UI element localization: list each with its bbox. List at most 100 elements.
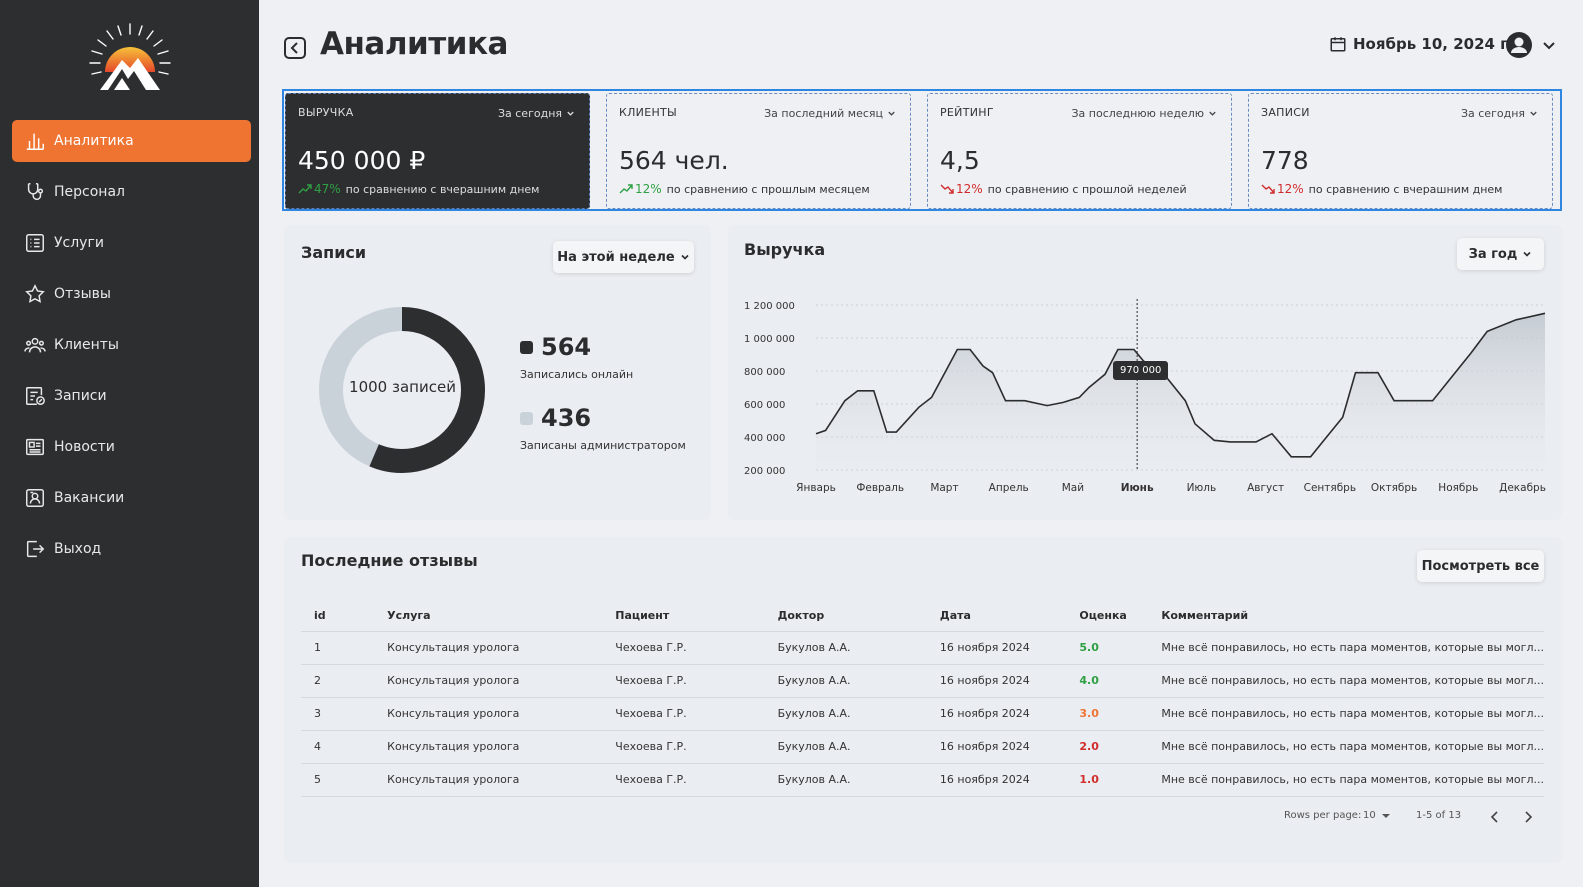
column-header-rating[interactable]: Оценка <box>1079 600 1162 632</box>
bookings-period-dropdown[interactable]: На этой неделе <box>553 241 694 273</box>
cell-service: Консультация уролога <box>387 697 616 731</box>
sidebar: Аналитика Персонал Услуги Отзывы Клиенты… <box>0 0 259 887</box>
stat-card-clients[interactable]: КЛИЕНТЫ За последний месяц 564 чел. 12% п… <box>606 93 911 209</box>
star-icon <box>25 284 45 303</box>
stats-row: ВЫРУЧКА За сегодня 450 000 ₽ 47% по сравн… <box>282 89 1562 211</box>
column-header-patient[interactable]: Пациент <box>615 600 778 632</box>
stat-compare: по сравнению с вчерашним днем <box>345 182 540 196</box>
cell-id: 5 <box>301 763 388 797</box>
stat-period-dropdown[interactable]: За последнюю неделю <box>1072 107 1218 120</box>
chevron-down-icon <box>681 254 689 260</box>
sidebar-item-reviews[interactable]: Отзывы <box>12 273 251 315</box>
sidebar-item-label: Услуги <box>54 235 104 251</box>
sidebar-item-news[interactable]: Новости <box>12 426 251 468</box>
x-tick-label: Август <box>1247 482 1284 494</box>
legend-admin: 436 <box>520 404 591 432</box>
x-tick-label: Апрель <box>989 482 1029 494</box>
sidebar-item-label: Отзывы <box>54 286 111 302</box>
column-header-date[interactable]: Дата <box>939 600 1080 632</box>
table-row[interactable]: 5 Консультация уролога Чехоева Г.Р. Буку… <box>301 763 1544 797</box>
rows-per-page-value: 10 <box>1363 810 1376 821</box>
cell-date: 16 ноября 2024 <box>939 697 1080 731</box>
cell-id: 4 <box>301 730 388 764</box>
sidebar-item-staff[interactable]: Персонал <box>12 171 251 213</box>
cell-doctor: Букулов А.А. <box>777 763 940 797</box>
x-tick-label: Декабрь <box>1499 482 1546 494</box>
cell-service: Консультация уролога <box>387 763 616 797</box>
cell-doctor: Букулов А.А. <box>777 730 940 764</box>
reviews-table: id Услуга Пациент Доктор Дата Оценка Ком… <box>301 600 1544 797</box>
revenue-period-dropdown[interactable]: За год <box>1457 238 1544 270</box>
prev-page-icon[interactable] <box>1488 810 1502 824</box>
bookings-donut-chart <box>319 307 485 473</box>
column-header-service[interactable]: Услуга <box>387 600 616 632</box>
stat-period-label: За сегодня <box>497 107 562 120</box>
y-tick-label: 400 000 <box>744 433 785 444</box>
stat-card-bookings[interactable]: ЗАПИСИ За сегодня 778 12% по сравнению с … <box>1248 93 1553 209</box>
mountain-sun-logo <box>89 23 171 90</box>
calendar-edit-icon <box>26 387 45 405</box>
stat-label: ВЫРУЧКА <box>298 106 354 119</box>
trend-up-icon <box>619 184 633 194</box>
stat-pct: 12% <box>1277 182 1304 196</box>
stat-period-dropdown[interactable]: За последний месяц <box>764 107 896 120</box>
sidebar-item-label: Персонал <box>54 184 125 200</box>
y-tick-label: 1 200 000 <box>744 301 795 312</box>
column-header-id[interactable]: id <box>301 600 388 632</box>
view-all-label: Посмотреть все <box>1421 558 1540 574</box>
trend-down-icon <box>940 184 954 194</box>
stat-trend: 12% по сравнению с прошлой неделей <box>940 182 1187 196</box>
cell-comment: Мне всё понравилось, но есть пара момент… <box>1161 697 1544 731</box>
cell-date: 16 ноября 2024 <box>939 631 1080 665</box>
sidebar-nav: Аналитика Персонал Услуги Отзывы Клиенты… <box>12 120 251 579</box>
x-tick-label: Сентябрь <box>1304 482 1356 494</box>
sidebar-item-bookings[interactable]: Записи <box>12 375 251 417</box>
legend-admin-label: Записаны администратором <box>520 439 686 452</box>
table-row[interactable]: 4 Консультация уролога Чехоева Г.Р. Буку… <box>301 730 1544 764</box>
stat-period-label: За сегодня <box>1460 107 1525 120</box>
legend-swatch-admin <box>520 411 533 425</box>
table-row[interactable]: 3 Консультация уролога Чехоева Г.Р. Буку… <box>301 697 1544 731</box>
stat-label: ЗАПИСИ <box>1261 106 1310 119</box>
y-tick-label: 200 000 <box>744 466 785 477</box>
reviews-title: Последние отзывы <box>301 551 478 570</box>
revenue-tooltip: 970 000 <box>1113 361 1169 380</box>
legend-online: 564 <box>520 333 591 361</box>
stat-period-dropdown[interactable]: За сегодня <box>1461 107 1538 120</box>
sidebar-item-clients[interactable]: Клиенты <box>12 324 251 366</box>
bookings-title: Записи <box>301 243 367 262</box>
legend-online-label: Записались онлайн <box>520 368 634 381</box>
view-all-button[interactable]: Посмотреть все <box>1417 550 1544 582</box>
table-row[interactable]: 2 Консультация уролога Чехоева Г.Р. Буку… <box>301 664 1544 698</box>
stat-pct: 12% <box>956 182 983 196</box>
column-header-doctor[interactable]: Доктор <box>777 600 940 632</box>
sidebar-item-label: Аналитика <box>54 133 134 149</box>
pagination-range: 1-5 of 13 <box>1416 810 1462 821</box>
revenue-line <box>815 312 1546 458</box>
cell-comment: Мне всё понравилось, но есть пара момент… <box>1161 763 1544 797</box>
cell-comment: Мне всё понравилось, но есть пара момент… <box>1161 631 1544 665</box>
trend-down-icon <box>1261 184 1275 194</box>
sidebar-item-services[interactable]: Услуги <box>12 222 251 264</box>
column-header-comment[interactable]: Комментарий <box>1161 600 1544 632</box>
donut-center-label: 1000 записей <box>349 378 456 396</box>
cell-date: 16 ноября 2024 <box>939 664 1080 698</box>
sidebar-item-vacancies[interactable]: Вакансии <box>12 477 251 519</box>
revenue-title: Выручка <box>744 240 826 259</box>
chevron-down-icon <box>1543 42 1555 50</box>
rows-per-page-select[interactable]: 10 <box>1363 810 1391 821</box>
revenue-area-chart: 1 200 000 1 000 000 800 000 600 000 400 000 2… <box>744 299 1546 494</box>
next-page-icon[interactable] <box>1521 810 1535 824</box>
stat-value: 450 000 ₽ <box>298 146 426 175</box>
sidebar-item-logout[interactable]: Выход <box>12 528 251 570</box>
stat-trend: 47% по сравнению с вчерашним днем <box>298 182 539 196</box>
stat-period-dropdown[interactable]: За сегодня <box>498 107 575 120</box>
stat-card-rating[interactable]: РЕЙТИНГ За последнюю неделю 4,5 12% по ср… <box>927 93 1232 209</box>
user-menu[interactable] <box>1505 31 1557 59</box>
bar-chart-icon <box>26 133 44 150</box>
sidebar-item-analytics[interactable]: Аналитика <box>12 120 251 162</box>
stat-card-revenue[interactable]: ВЫРУЧКА За сегодня 450 000 ₽ 47% по сравн… <box>285 93 590 209</box>
table-row[interactable]: 1 Консультация уролога Чехоева Г.Р. Буку… <box>301 631 1544 665</box>
sidebar-item-label: Новости <box>54 439 115 455</box>
back-arrow-icon[interactable] <box>283 36 307 60</box>
